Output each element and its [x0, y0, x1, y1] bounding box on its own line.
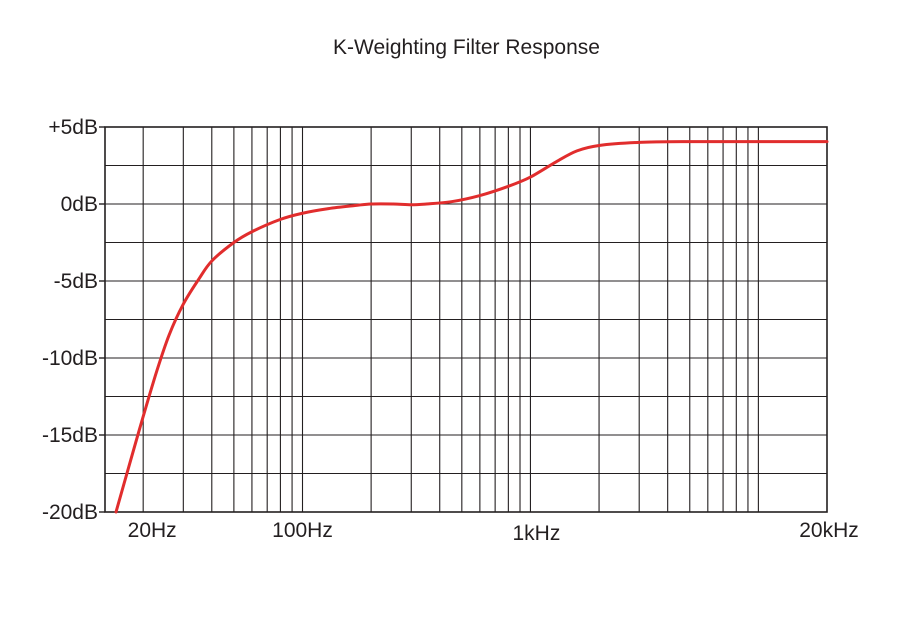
- x-tick-label: 20kHz: [799, 519, 859, 542]
- y-tick-label: -5dB: [54, 270, 98, 293]
- series-line-k-weighting: [114, 140, 829, 514]
- plot-frame: [104, 126, 828, 513]
- y-axis: +5dB 0dB -5dB -10dB -15dB -20dB: [42, 116, 105, 524]
- x-tick-label: 100Hz: [272, 519, 333, 542]
- x-tick-label: 1kHz: [513, 522, 561, 545]
- y-tick-label: +5dB: [48, 116, 98, 139]
- plot-border: [104, 126, 828, 513]
- x-tick-label: 20Hz: [128, 519, 177, 542]
- x-axis: 20Hz 100Hz 1kHz 20kHz: [128, 519, 859, 545]
- y-tick-label: 0dB: [61, 193, 98, 216]
- series-group: [114, 140, 829, 514]
- y-tick-label: -10dB: [42, 347, 98, 370]
- y-tick-label: -20dB: [42, 501, 98, 524]
- grid: [105, 127, 827, 512]
- y-tick-label: -15dB: [42, 424, 98, 447]
- chart-title: K-Weighting Filter Response: [333, 36, 600, 59]
